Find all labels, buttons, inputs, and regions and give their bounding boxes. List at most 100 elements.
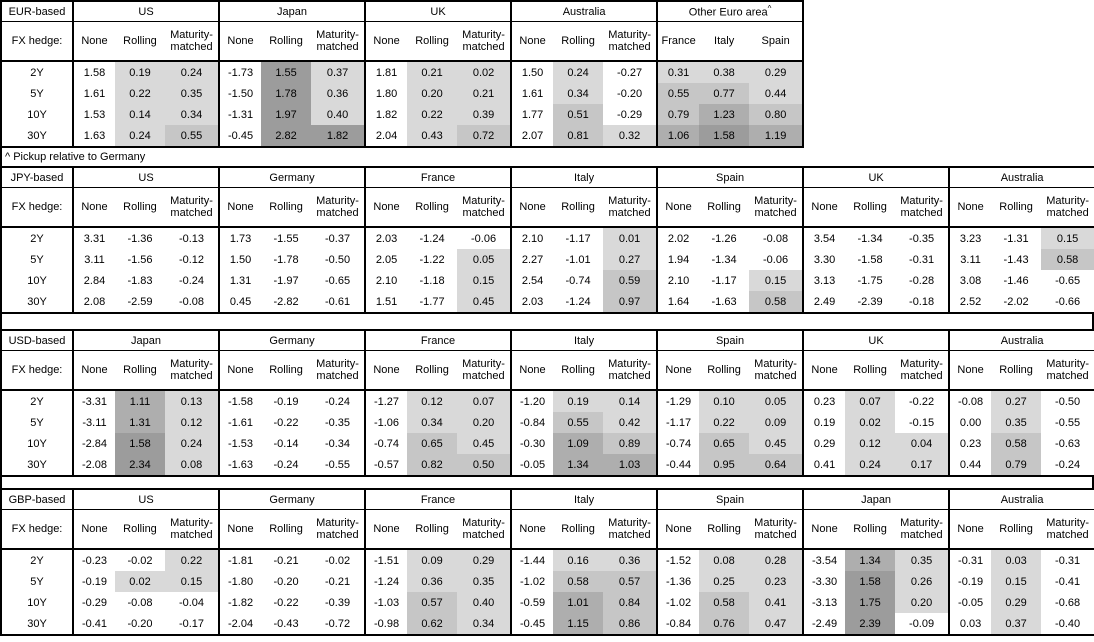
col-header-rolling: Rolling [553,350,604,391]
value-cell: -1.58 [218,390,262,412]
country-header: Japan [71,330,220,351]
value-cell: 0.35 [457,571,512,592]
value-cell: -1.82 [218,592,262,613]
country-header: Germany [218,330,366,351]
col-header-none: None [802,350,846,391]
value-cell: -1.17 [565,232,591,245]
tenor-label: 10Y [27,274,47,287]
data-row-10y: 10Y -0.29 -0.08 -0.04 -1.82 -0.22 -0.39 -1.03 0.… [1,592,1094,613]
value-cell: 0.89 [603,433,658,454]
value-cell: -0.41 [72,613,115,635]
col-header-rolling: Rolling [115,21,165,62]
value-cell: 1.58 [845,571,896,592]
data-row-10y: 10Y -2.84 1.58 0.24 -1.53 -0.14 -0.34 -0.74 0.65… [1,433,1094,454]
value-cell: 2.54 [510,270,554,291]
col-header-maturity-matched: Maturity-matched [457,21,512,62]
value-cell: -1.22 [419,253,445,266]
country-header: US [71,489,220,510]
tenor-label: 30Y [27,458,47,471]
col-header-rolling: Rolling [699,187,750,228]
value-cell: 0.00 [948,412,992,433]
data-row-30y: 30Y 1.63 0.24 0.55 -0.45 2.82 1.82 2.04 0.43 0.72… [1,125,804,147]
value-cell: 0.26 [895,571,950,592]
value-cell: 1.15 [553,613,604,635]
data-row-5y: 5Y 1.61 0.22 0.35 -1.50 1.78 0.36 1.80 0.20 0.21 1… [1,83,804,104]
column-header-row: FX hedge: None Rolling Maturity-matched None… [1,21,804,62]
col-header-none: None [364,350,408,391]
value-cell: -1.31 [1003,232,1029,245]
value-cell: -0.05 [510,454,554,476]
fx-hedge-label: FX hedge: [1,350,73,391]
country-header: Japan [802,489,950,510]
col-header-rolling: Rolling [261,509,312,550]
value-cell: -0.57 [364,454,408,476]
value-cell: -1.26 [711,232,737,245]
value-cell: 1.64 [656,291,700,313]
col-header-maturity-matched: Maturity-matched [311,21,366,62]
data-row-30y: 30Y -2.08 2.34 0.08 -1.63 -0.24 -0.55 -0.57 0.82… [1,454,1094,476]
col-header-none: None [364,509,408,550]
tenor-label: 5Y [30,575,44,588]
col-header-rolling: Rolling [407,187,458,228]
value-cell: 1.61 [510,83,554,104]
value-cell: -0.24 [324,395,351,408]
country-header: UK [802,330,950,351]
col-header-italy: Italy [699,21,750,62]
column-header-row: FX hedge: None Rolling Maturity-matched None… [1,350,1094,391]
value-cell: -2.84 [72,433,115,454]
value-cell: 0.12 [407,390,458,412]
value-cell: -0.29 [617,108,643,121]
value-cell: -2.02 [1003,295,1029,308]
value-cell: 0.34 [553,83,604,104]
col-header-rolling: Rolling [991,509,1042,550]
data-row-2y: 2Y 1.58 0.19 0.24 -1.73 1.55 0.37 1.81 0.21 0.02 1… [1,61,804,83]
value-cell: -2.39 [857,295,883,308]
table-gap [0,314,1094,329]
value-cell: -1.02 [656,592,700,613]
value-cell: 1.01 [553,592,604,613]
value-cell: -0.65 [324,274,351,287]
col-header-maturity-matched: Maturity-matched [603,187,658,228]
data-row-2y: 2Y -0.23 -0.02 0.22 -1.81 -0.21 -0.02 -1.51 0.09… [1,549,1094,571]
value-cell: 0.22 [699,412,750,433]
data-table-usd: USD-based Japan Germany France Italy Spain UK A… [0,329,1094,477]
base-label: USD-based [1,330,73,351]
value-cell: 1.58 [115,433,165,454]
col-header-maturity-matched: Maturity-matched [749,350,804,391]
col-header-none: None [72,187,115,228]
value-cell: -0.27 [617,66,643,79]
value-cell: -0.40 [1055,617,1081,630]
col-header-rolling: Rolling [553,509,604,550]
col-header-maturity-matched: Maturity-matched [895,350,950,391]
value-cell: -0.59 [510,592,554,613]
data-row-5y: 5Y 3.11 -1.56 -0.12 1.50 -1.78 -0.50 2.05 -1.22 0… [1,249,1094,270]
value-cell: 0.77 [699,83,750,104]
value-cell: 0.02 [457,61,512,83]
value-cell: -1.17 [711,274,737,287]
country-header: Spain [656,330,804,351]
value-cell: -1.53 [218,433,262,454]
value-cell: 1.75 [845,592,896,613]
tenor-label: 10Y [27,437,47,450]
value-cell: -0.55 [1055,416,1081,429]
data-row-5y: 5Y -3.11 1.31 0.12 -1.61 -0.22 -0.35 -1.06 0.34 0… [1,412,1094,433]
value-cell: -1.44 [510,549,554,571]
col-header-none: None [656,350,700,391]
col-header-none: None [364,21,408,62]
value-cell: 0.15 [457,270,512,291]
value-cell: 3.31 [72,227,115,249]
value-cell: -2.08 [72,454,115,476]
country-header: France [364,330,512,351]
value-cell: -2.59 [127,295,153,308]
value-cell: -0.72 [324,617,351,630]
value-cell: 1.06 [656,125,700,147]
value-cell: 2.10 [510,227,554,249]
value-cell: 3.08 [948,270,992,291]
value-cell: 3.23 [948,227,992,249]
base-label: GBP-based [1,489,73,510]
value-cell: 1.73 [218,227,262,249]
value-cell: -0.19 [948,571,992,592]
value-cell: -3.54 [802,549,846,571]
value-cell: -0.13 [178,232,205,245]
